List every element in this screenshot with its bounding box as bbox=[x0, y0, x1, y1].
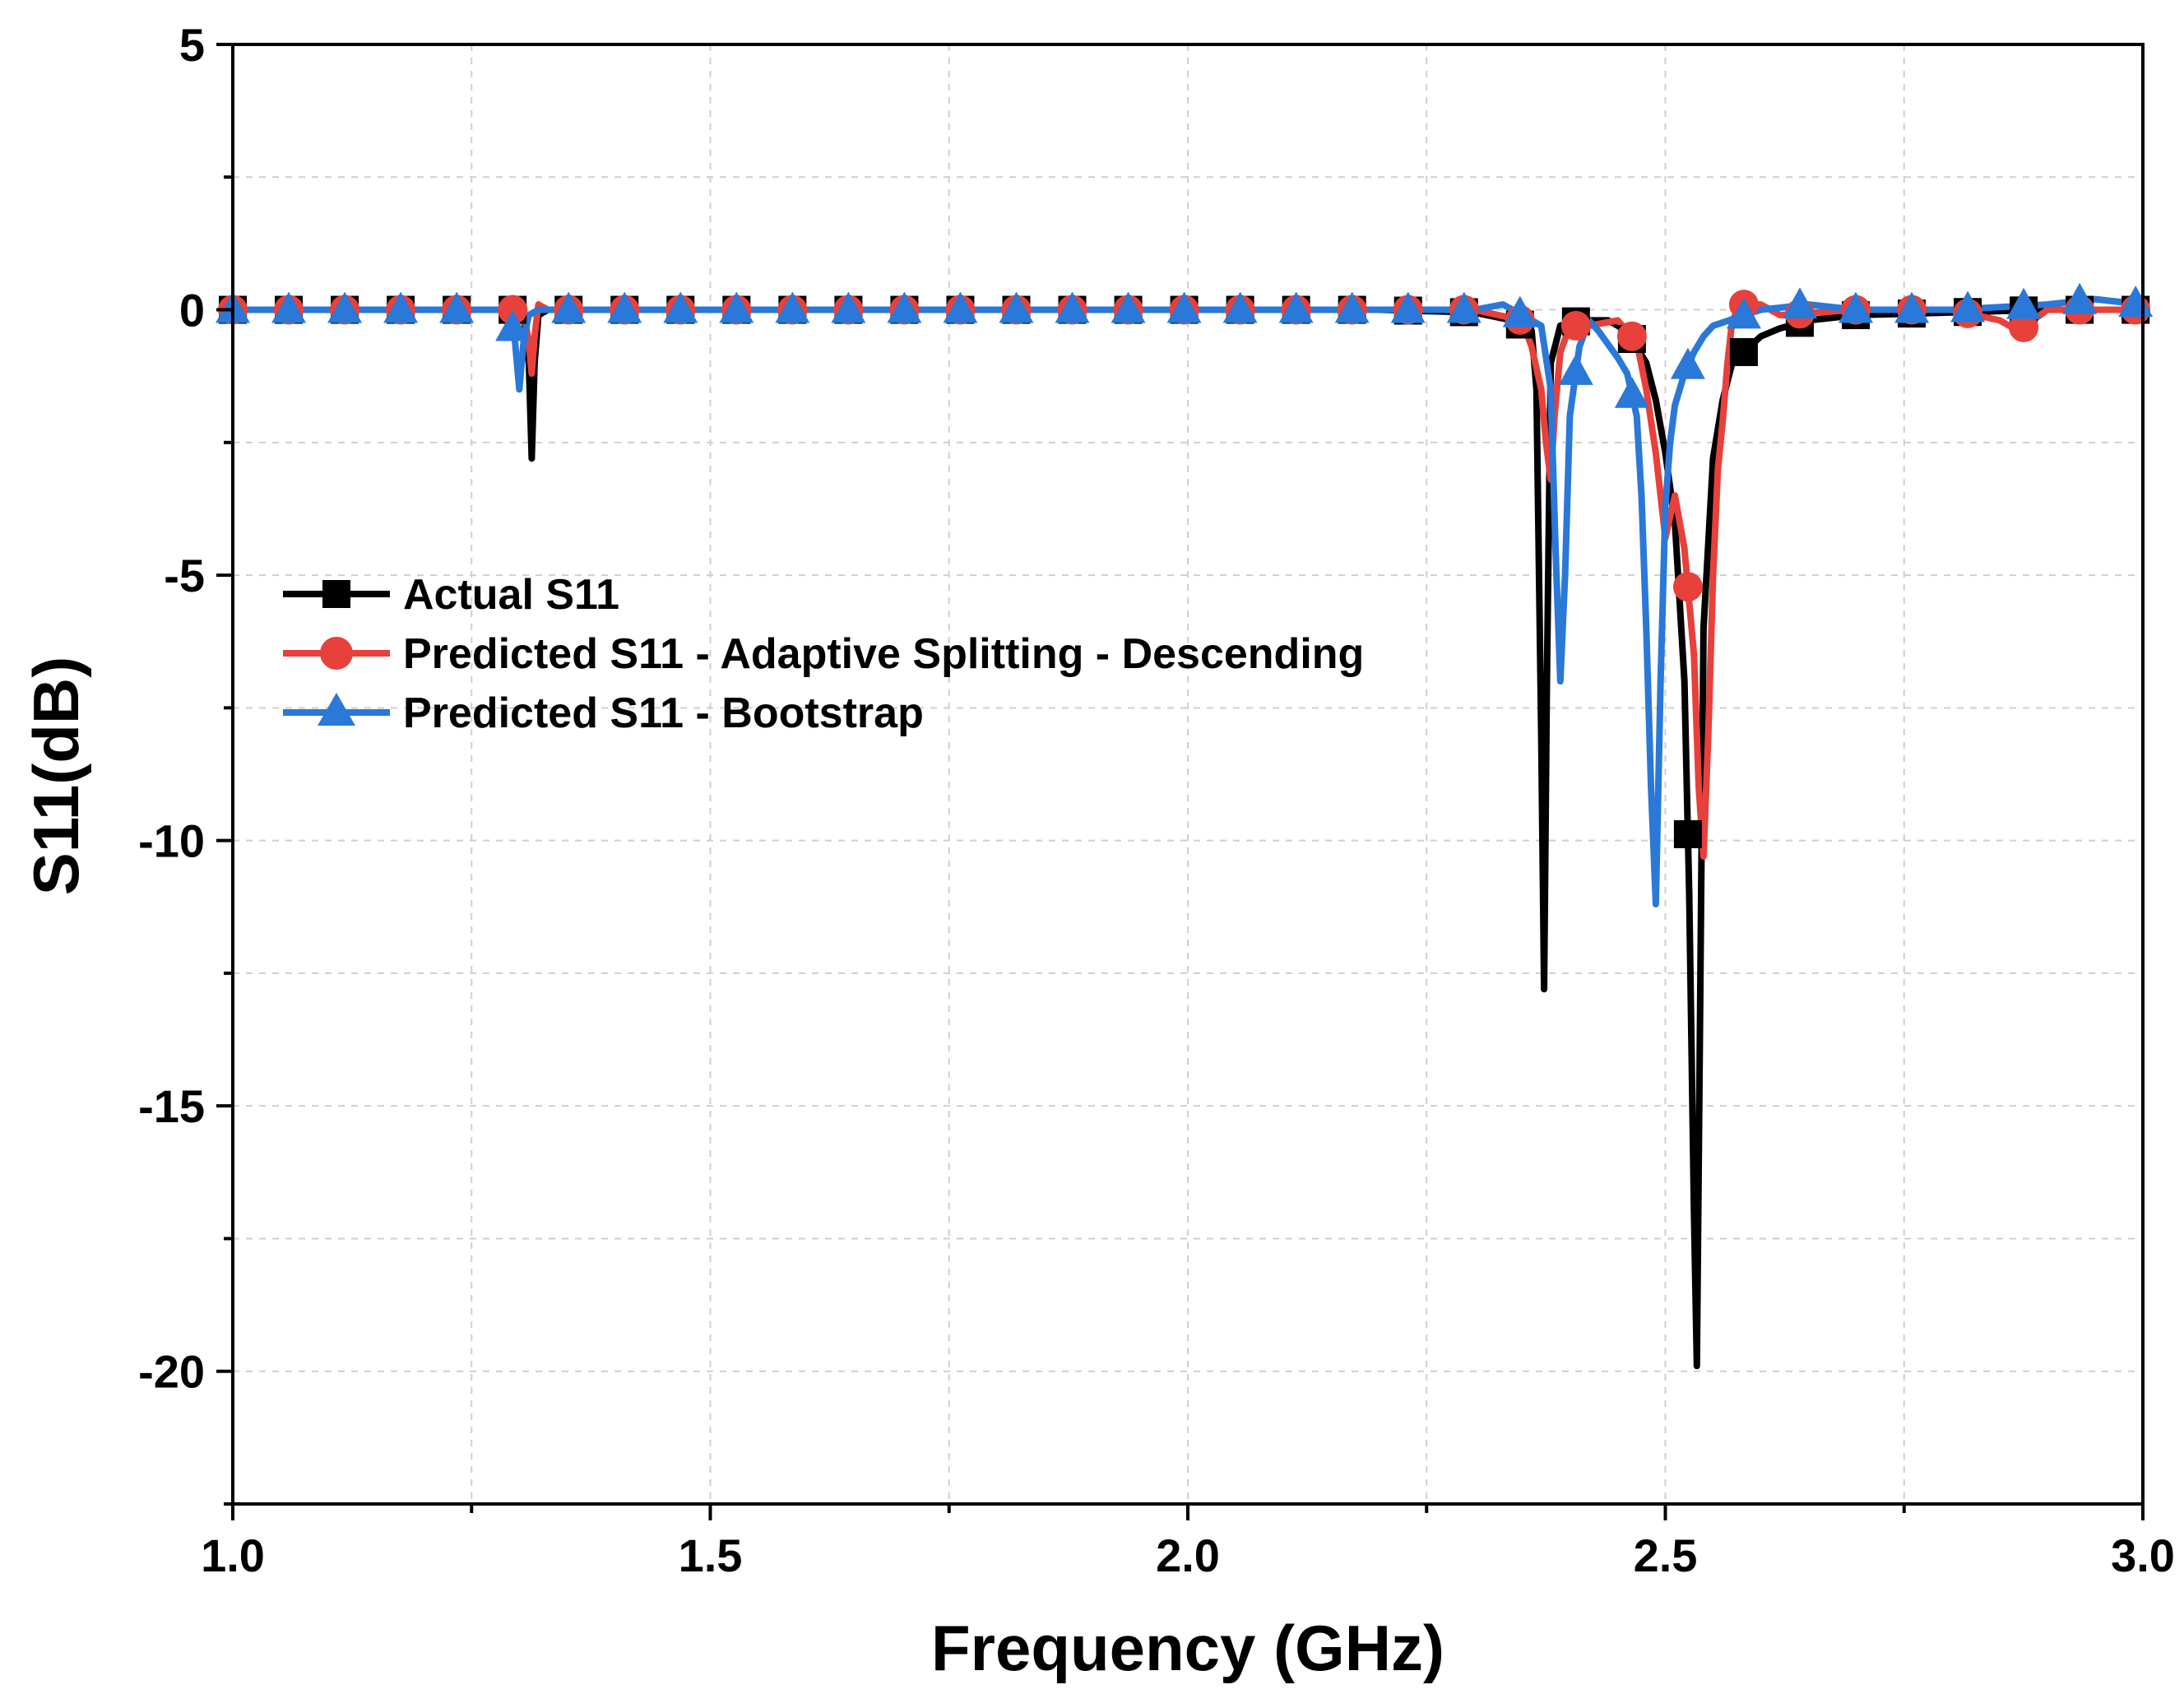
data-point-bootstrap bbox=[831, 291, 866, 323]
x-tick-label: 1.0 bbox=[201, 1529, 265, 1581]
y-tick-label: -20 bbox=[138, 1346, 205, 1398]
data-point-bootstrap bbox=[1502, 295, 1537, 327]
data-point-bootstrap bbox=[1726, 297, 1761, 329]
legend-marker-actual bbox=[322, 580, 350, 608]
data-point-bootstrap bbox=[327, 291, 363, 323]
legend-marker-adaptive bbox=[320, 637, 353, 670]
data-point-bootstrap bbox=[1334, 291, 1370, 323]
data-point-bootstrap bbox=[1558, 353, 1593, 385]
data-point-adaptive bbox=[2009, 312, 2039, 342]
data-point-actual bbox=[1729, 337, 1758, 366]
x-tick-label: 2.5 bbox=[1634, 1529, 1698, 1581]
data-point-bootstrap bbox=[1839, 291, 1874, 323]
data-point-adaptive bbox=[1672, 572, 1703, 602]
data-point-bootstrap bbox=[439, 291, 475, 323]
data-point-bootstrap bbox=[1390, 291, 1426, 323]
y-tick-label: 0 bbox=[179, 285, 205, 336]
data-point-bootstrap bbox=[775, 291, 810, 323]
x-tick-label: 3.0 bbox=[2111, 1529, 2175, 1581]
data-point-bootstrap bbox=[1278, 291, 1314, 323]
data-point-bootstrap bbox=[1670, 347, 1705, 379]
data-point-actual bbox=[1673, 819, 1702, 848]
data-point-bootstrap bbox=[1614, 376, 1649, 408]
legend-entry-adaptive: Predicted S11 - Adaptive Splitting - Des… bbox=[283, 630, 1364, 678]
x-axis-title: Frequency (GHz) bbox=[931, 1612, 1444, 1684]
legend-entry-actual: Actual S11 bbox=[283, 571, 619, 619]
legend: Actual S11 Predicted S11 - Adaptive Spli… bbox=[283, 571, 1364, 737]
data-point-bootstrap bbox=[271, 291, 307, 323]
grid-layer bbox=[233, 44, 2143, 1504]
data-point-bootstrap bbox=[607, 291, 642, 323]
x-tick-label: 1.5 bbox=[679, 1529, 743, 1581]
data-point-adaptive bbox=[1560, 310, 1591, 341]
data-point-bootstrap bbox=[663, 291, 698, 323]
data-point-bootstrap bbox=[1166, 291, 1202, 323]
data-point-bootstrap bbox=[943, 291, 978, 323]
x-tick-label: 2.0 bbox=[1156, 1529, 1220, 1581]
y-tick-label: -5 bbox=[164, 550, 205, 601]
data-point-bootstrap bbox=[1894, 291, 1930, 323]
y-tick-label: -15 bbox=[138, 1080, 205, 1132]
data-point-bootstrap bbox=[1782, 287, 1817, 319]
marker-layer bbox=[216, 282, 2154, 848]
y-tick-label: -10 bbox=[138, 815, 205, 867]
data-point-bootstrap bbox=[719, 291, 754, 323]
legend-label-actual: Actual S11 bbox=[403, 571, 619, 619]
data-point-bootstrap bbox=[1950, 290, 1986, 323]
data-point-bootstrap bbox=[1055, 291, 1090, 323]
data-point-bootstrap bbox=[999, 291, 1034, 323]
legend-marker-bootstrap bbox=[318, 693, 355, 726]
legend-label-bootstrap: Predicted S11 - Bootstrap bbox=[403, 689, 924, 737]
data-point-bootstrap bbox=[1111, 291, 1146, 323]
data-point-bootstrap bbox=[2006, 287, 2042, 319]
data-point-bootstrap bbox=[383, 291, 419, 323]
legend-label-adaptive: Predicted S11 - Adaptive Splitting - Des… bbox=[403, 630, 1364, 678]
data-point-bootstrap bbox=[2062, 282, 2098, 314]
y-axis-title: S11(dB) bbox=[20, 657, 92, 895]
data-point-bootstrap bbox=[887, 291, 922, 323]
data-point-bootstrap bbox=[495, 309, 531, 341]
data-point-bootstrap bbox=[1222, 291, 1258, 323]
data-point-bootstrap bbox=[1446, 291, 1482, 323]
legend-entry-bootstrap: Predicted S11 - Bootstrap bbox=[283, 689, 924, 737]
y-tick-label: 5 bbox=[179, 19, 205, 71]
data-point-adaptive bbox=[1616, 321, 1647, 351]
data-point-bootstrap bbox=[551, 291, 587, 323]
axis-layer: 1.0 1.5 2.0 2.5 3.0 5 0 -5 -10 -15 -20 bbox=[138, 19, 2175, 1581]
